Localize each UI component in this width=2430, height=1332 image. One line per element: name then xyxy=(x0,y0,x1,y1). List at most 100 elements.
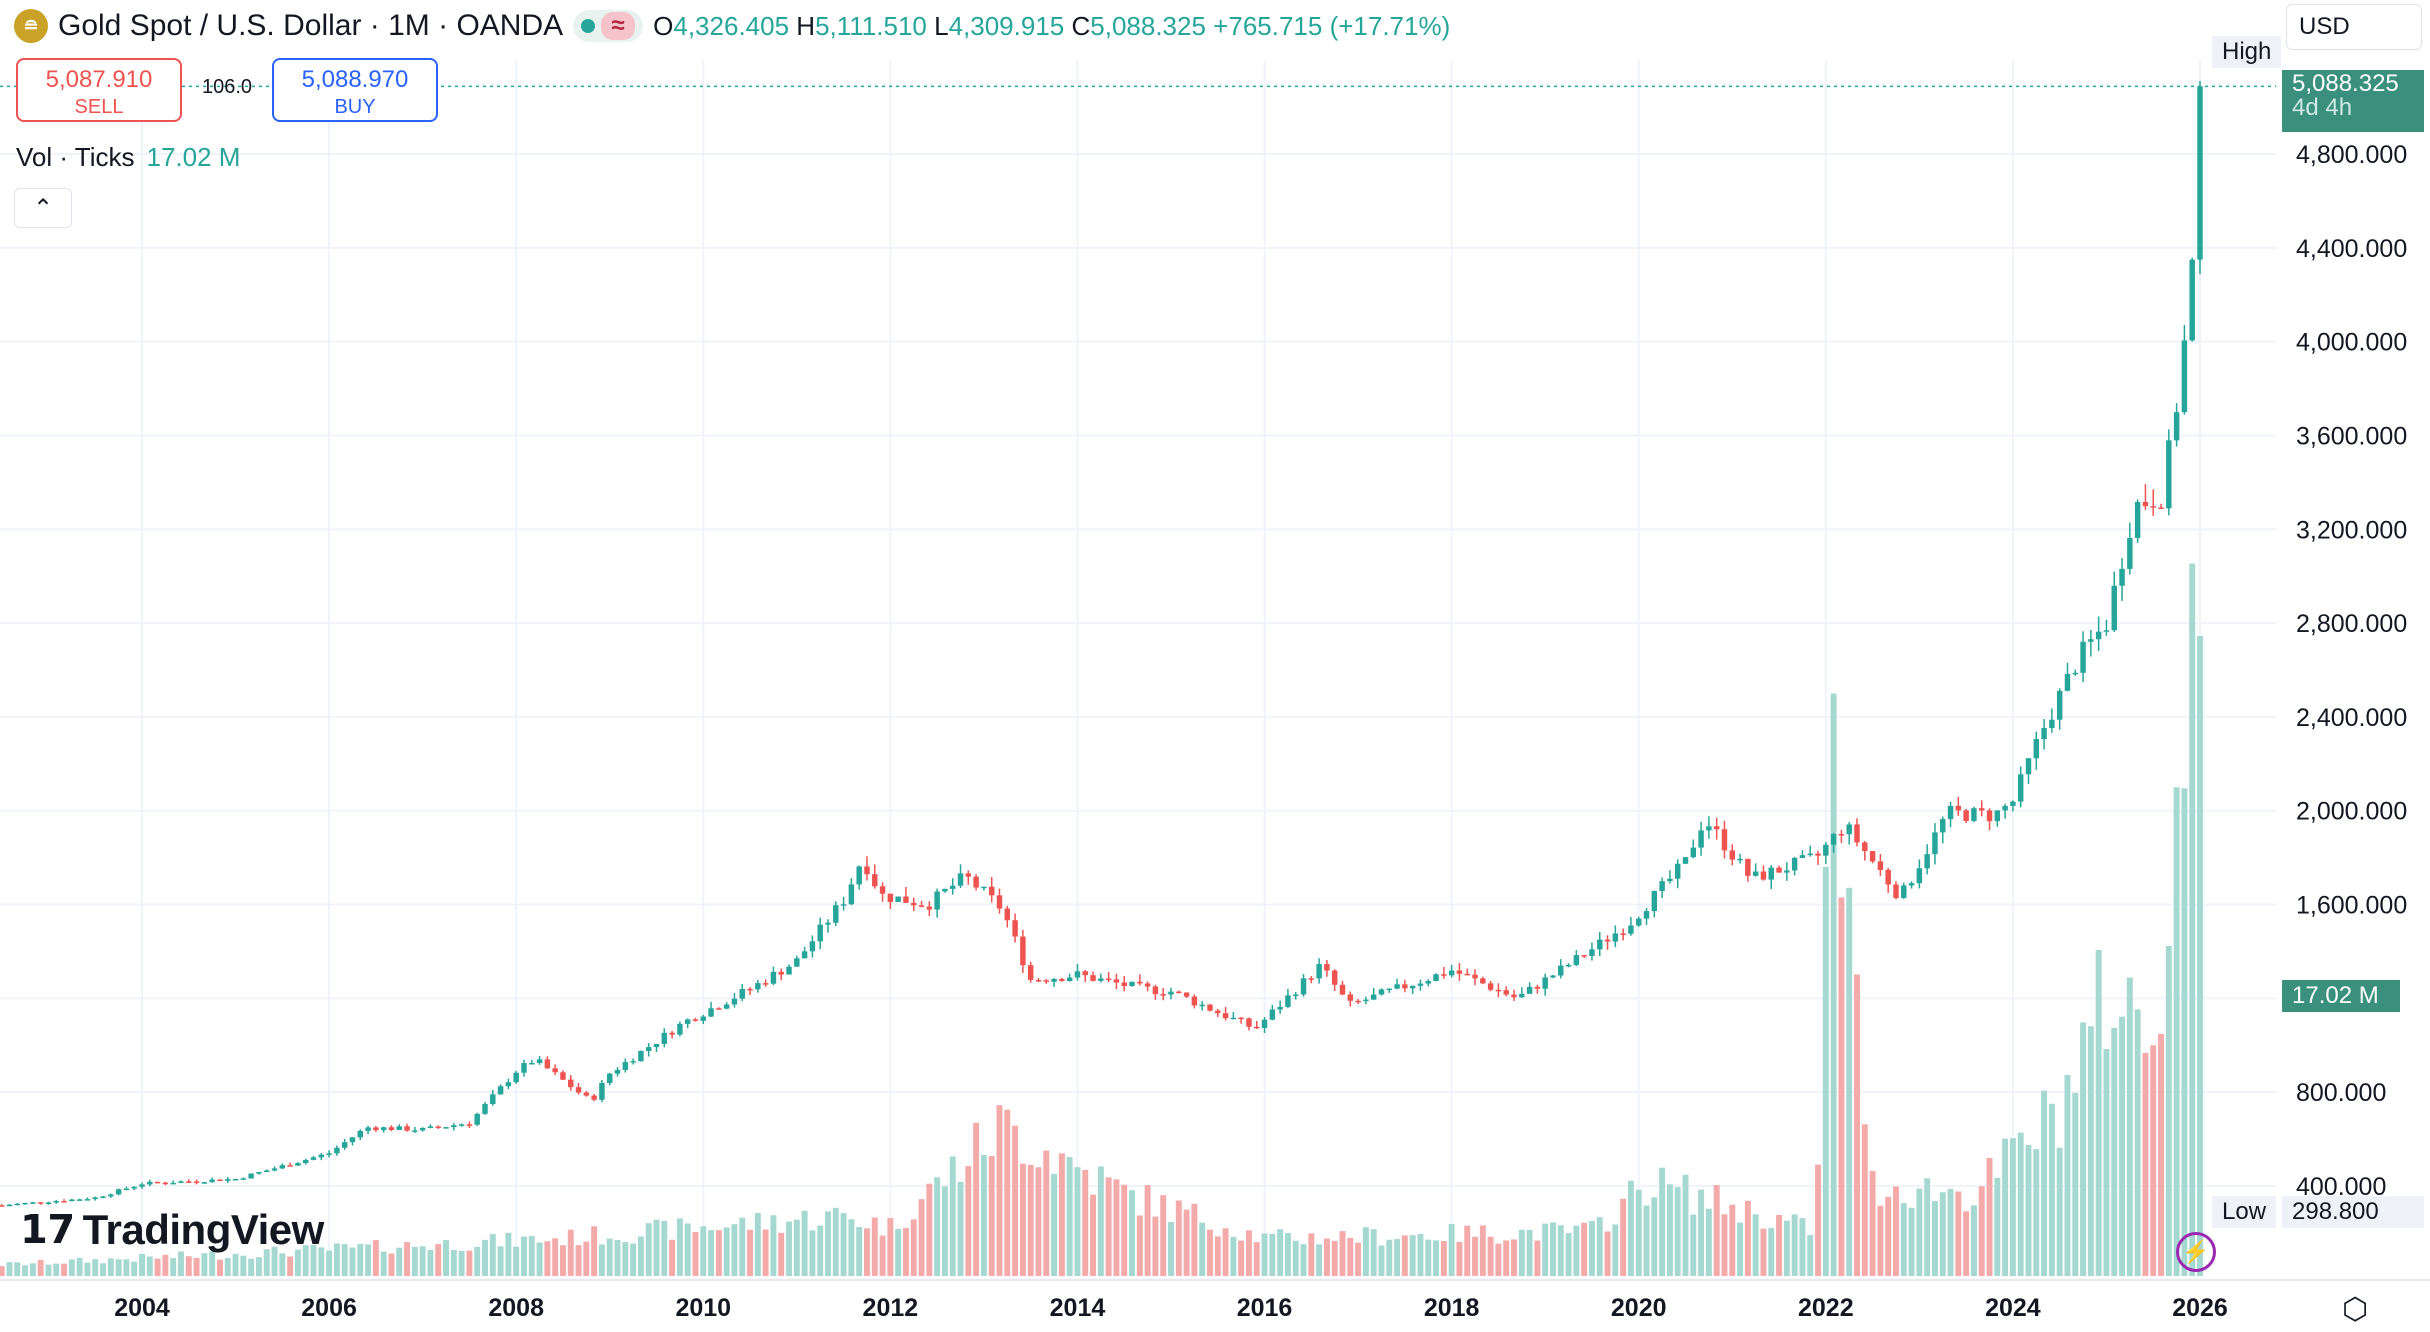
volume-bar xyxy=(2126,977,2133,1276)
volume-bar xyxy=(809,1230,816,1276)
market-status[interactable]: ≈ xyxy=(573,10,644,42)
volume-bar xyxy=(29,1263,36,1276)
candle-body xyxy=(1760,871,1767,880)
candle-body xyxy=(1597,939,1603,950)
year-tick-label: 2026 xyxy=(2172,1294,2228,1322)
volume-bar xyxy=(1620,1198,1627,1276)
volume-bar xyxy=(1160,1195,1167,1276)
volume-bar xyxy=(372,1240,379,1276)
candle-body xyxy=(1893,884,1899,898)
volume-legend-label: Vol · Ticks xyxy=(16,142,135,172)
candle-body xyxy=(692,1019,699,1021)
volume-bar xyxy=(1433,1240,1440,1276)
candle-body xyxy=(217,1179,223,1182)
candle-body xyxy=(490,1094,496,1105)
volume-bar xyxy=(1464,1225,1471,1276)
high-value: 5,111.510 xyxy=(815,10,927,41)
candle-body xyxy=(770,971,777,984)
candle-body xyxy=(2166,440,2172,509)
volume-bar xyxy=(349,1247,356,1276)
collapse-legend-button[interactable]: ⌃ xyxy=(14,188,72,228)
candle-body xyxy=(661,1032,668,1044)
candle-body xyxy=(1526,986,1533,994)
volume-bar xyxy=(146,1256,153,1276)
volume-bar xyxy=(178,1251,184,1276)
buy-button[interactable]: 5,088.970 BUY xyxy=(272,58,438,122)
candle-body xyxy=(6,1204,13,1207)
candle-body xyxy=(1955,805,1962,811)
tradingview-logo[interactable]: 𝟭𝟳 TradingView xyxy=(20,1206,324,1254)
candle-body xyxy=(786,966,792,975)
volume-bar xyxy=(918,1199,925,1276)
gold-symbol-icon[interactable]: ≘ xyxy=(14,9,48,43)
candle-body xyxy=(147,1181,153,1185)
candle-body xyxy=(419,1127,426,1131)
volume-bar xyxy=(1752,1214,1759,1276)
sell-button[interactable]: 5,087.910 SELL xyxy=(16,58,182,122)
volume-bar xyxy=(1744,1200,1751,1276)
candle-body xyxy=(2049,719,2055,728)
volume-bar xyxy=(902,1228,909,1276)
volume-bar xyxy=(1776,1215,1783,1276)
last-price-tag[interactable]: 5,088.325 4d 4h xyxy=(2282,70,2424,132)
volume-bar xyxy=(1978,1186,1985,1276)
candle-body xyxy=(1324,964,1330,971)
volume-bar xyxy=(1394,1239,1401,1276)
candle-body xyxy=(1027,965,1034,980)
candle-body xyxy=(1269,1009,1276,1020)
price-tick-label: 1,600.000 xyxy=(2296,892,2407,920)
candle-body xyxy=(1534,986,1541,989)
settings-icon[interactable]: ⬡ xyxy=(2342,1293,2369,1326)
volume-bar xyxy=(1643,1205,1650,1276)
candle-body xyxy=(1137,981,1143,984)
price-axis[interactable]: 400.000800.0001,600.0002,000.0002,400.00… xyxy=(2296,141,2407,1201)
last-price-value: 5,088.325 xyxy=(2292,70,2399,97)
candle-body xyxy=(1144,983,1151,987)
volume-bar xyxy=(1261,1233,1268,1276)
candle-body xyxy=(232,1178,239,1181)
volume-bar xyxy=(53,1263,60,1276)
candle-body xyxy=(1129,981,1135,987)
candle-body xyxy=(466,1124,473,1126)
volume-bar xyxy=(1542,1223,1549,1276)
candle-body xyxy=(178,1181,184,1183)
volume-legend[interactable]: Vol · Ticks 17.02 M xyxy=(16,142,240,173)
volume-bar xyxy=(2173,787,2180,1276)
volume-bar xyxy=(2181,788,2188,1276)
volume-bar xyxy=(1230,1236,1237,1276)
candle-body xyxy=(1363,999,1369,1002)
volume-bar xyxy=(92,1259,99,1276)
volume-bar xyxy=(778,1232,785,1276)
candle-body xyxy=(1285,995,1291,1007)
candle-body xyxy=(1386,988,1393,991)
candle-body xyxy=(0,1205,5,1207)
currency-select[interactable]: USD xyxy=(2286,4,2422,50)
year-tick-label: 2016 xyxy=(1237,1294,1293,1322)
candle-body xyxy=(1191,996,1198,1006)
symbol-title[interactable]: Gold Spot / U.S. Dollar · 1M · OANDA xyxy=(58,9,564,42)
candle-body xyxy=(1222,1013,1229,1019)
price-tick-label: 4,400.000 xyxy=(2296,235,2407,263)
change-value: +765.715 (+17.71%) xyxy=(1213,10,1451,41)
candle-body xyxy=(1495,989,1502,992)
time-axis[interactable]: 2004 2006 2008 2010 2012 2014 2016 2018 2020 2022… xyxy=(0,1279,2430,1322)
volume-bar xyxy=(1986,1157,1993,1276)
lightning-icon[interactable]: ⚡ xyxy=(2176,1232,2216,1272)
volume-bar xyxy=(100,1263,106,1276)
volume-bar xyxy=(1511,1239,1517,1276)
candle-body xyxy=(1565,964,1572,967)
volume-bar xyxy=(786,1221,792,1276)
volume-bar xyxy=(1487,1236,1494,1276)
candle-body xyxy=(2173,412,2180,441)
volume-bar xyxy=(1409,1235,1416,1276)
candle-body xyxy=(380,1127,387,1131)
candle-body xyxy=(1035,979,1042,982)
candle-body xyxy=(1261,1019,1268,1028)
volume-bar xyxy=(801,1210,808,1276)
candle-body xyxy=(903,896,909,903)
candle-body xyxy=(1885,869,1891,885)
volume-bar xyxy=(1612,1224,1619,1276)
volume-bar xyxy=(645,1223,652,1276)
candle-body xyxy=(1199,1004,1205,1007)
